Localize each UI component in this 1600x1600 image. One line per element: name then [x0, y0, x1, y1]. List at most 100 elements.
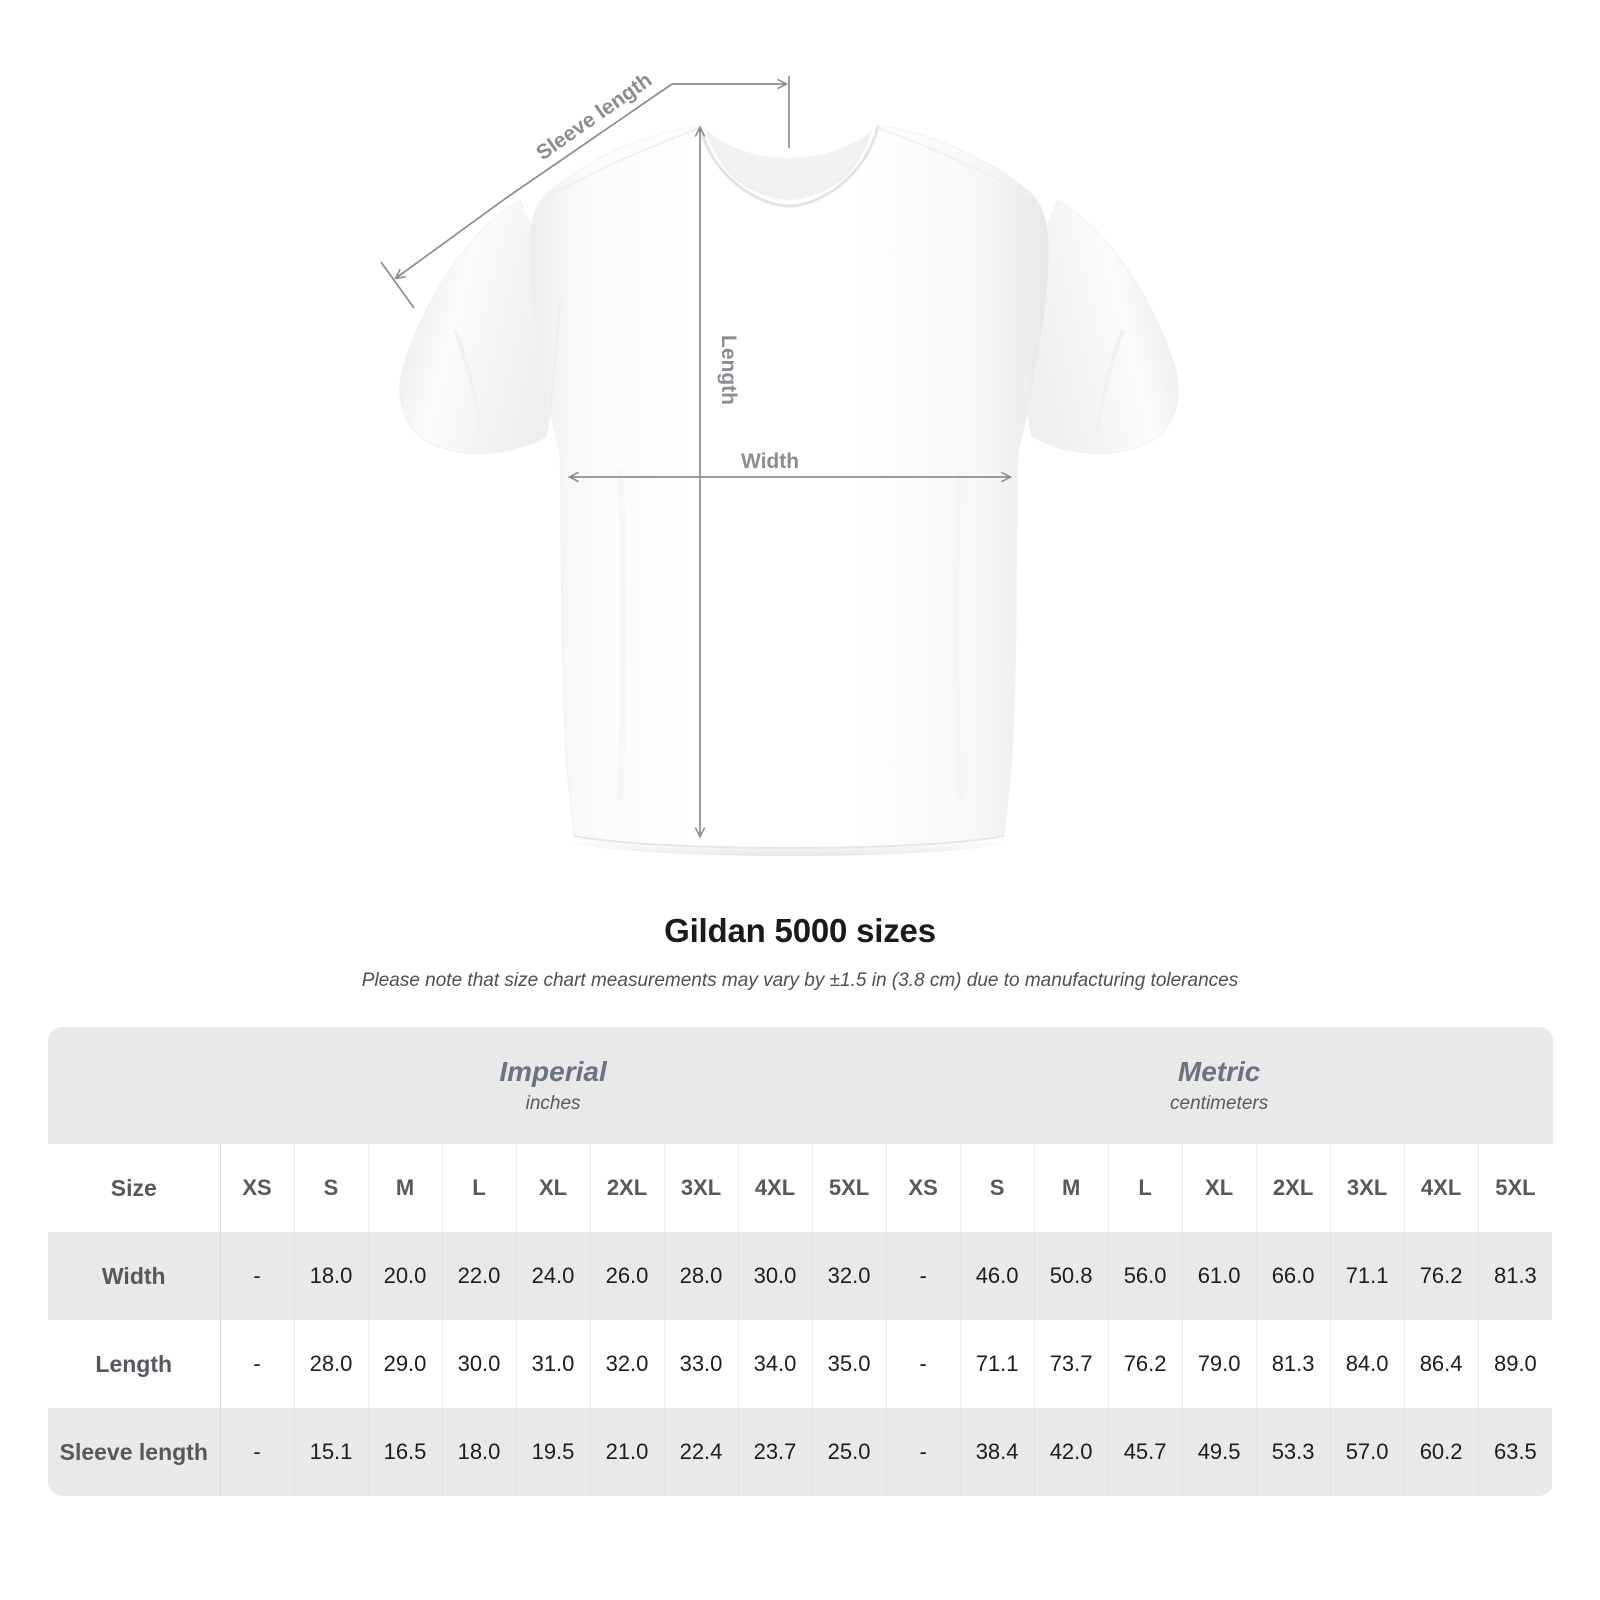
column-header-metric-4xl: 4XL: [1404, 1144, 1479, 1232]
tshirt-silhouette: [399, 125, 1179, 856]
unit-header-spacer: [48, 1027, 221, 1144]
cell-sleeve-metric-s: 38.4: [960, 1408, 1035, 1496]
cell-length-imperial-m: 29.0: [368, 1320, 443, 1408]
size-chart-table-wrapper: Imperial inches Metric centimeters Size …: [48, 1027, 1553, 1496]
cell-width-imperial-l: 22.0: [442, 1232, 517, 1320]
cell-length-imperial-2xl: 32.0: [590, 1320, 665, 1408]
unit-header-imperial: Imperial inches: [220, 1027, 887, 1144]
cell-width-imperial-4xl: 30.0: [738, 1232, 813, 1320]
column-header-imperial-4xl: 4XL: [738, 1144, 813, 1232]
size-header-row: Size XS S M L XL 2XL 3XL 4XL 5XL XS S M …: [48, 1144, 1553, 1232]
cell-sleeve-metric-xl: 49.5: [1182, 1408, 1257, 1496]
row-label-length: Length: [48, 1320, 221, 1408]
column-header-imperial-l: L: [442, 1144, 517, 1232]
cell-width-metric-5xl: 81.3: [1478, 1232, 1553, 1320]
cell-length-metric-l: 76.2: [1108, 1320, 1183, 1408]
cell-length-metric-xs: -: [886, 1320, 961, 1408]
sleeve-diagonal-upper: [508, 83, 673, 197]
column-header-imperial-2xl: 2XL: [590, 1144, 665, 1232]
column-header-metric-xl: XL: [1182, 1144, 1257, 1232]
column-header-metric-5xl: 5XL: [1478, 1144, 1553, 1232]
cell-width-metric-2xl: 66.0: [1256, 1232, 1331, 1320]
cell-length-metric-4xl: 86.4: [1404, 1320, 1479, 1408]
table-row: Sleeve length - 15.1 16.5 18.0 19.5 21.0…: [48, 1408, 1553, 1496]
length-label: Length: [717, 335, 740, 405]
column-header-imperial-s: S: [294, 1144, 369, 1232]
cell-length-metric-3xl: 84.0: [1330, 1320, 1405, 1408]
width-label: Width: [741, 450, 799, 473]
row-label-sleeve-length: Sleeve length: [48, 1408, 221, 1496]
cell-length-imperial-3xl: 33.0: [664, 1320, 739, 1408]
cell-width-imperial-xl: 24.0: [516, 1232, 591, 1320]
cell-length-imperial-xs: -: [220, 1320, 295, 1408]
unit-sub-metric: centimeters: [1170, 1093, 1269, 1115]
column-header-metric-2xl: 2XL: [1256, 1144, 1331, 1232]
unit-name-imperial: Imperial: [499, 1055, 607, 1087]
cell-sleeve-imperial-3xl: 22.4: [664, 1408, 739, 1496]
tolerance-note: Please note that size chart measurements…: [361, 970, 1239, 991]
column-header-imperial-5xl: 5XL: [812, 1144, 887, 1232]
cell-width-metric-xl: 61.0: [1182, 1232, 1257, 1320]
cell-sleeve-imperial-5xl: 25.0: [812, 1408, 887, 1496]
cell-width-metric-4xl: 76.2: [1404, 1232, 1479, 1320]
cell-sleeve-imperial-2xl: 21.0: [590, 1408, 665, 1496]
cell-length-imperial-5xl: 35.0: [812, 1320, 887, 1408]
column-header-imperial-3xl: 3XL: [664, 1144, 739, 1232]
cell-length-metric-2xl: 81.3: [1256, 1320, 1331, 1408]
row-label-width: Width: [48, 1232, 221, 1320]
cell-width-imperial-2xl: 26.0: [590, 1232, 665, 1320]
cell-width-imperial-5xl: 32.0: [812, 1232, 887, 1320]
cell-sleeve-metric-4xl: 60.2: [1404, 1408, 1479, 1496]
tshirt-diagram: Sleeve length Length Width: [380, 68, 1179, 856]
sleeve-end-tick: [380, 261, 415, 309]
cell-sleeve-imperial-m: 16.5: [368, 1408, 443, 1496]
column-header-size: Size: [48, 1144, 221, 1232]
cell-width-metric-3xl: 71.1: [1330, 1232, 1405, 1320]
column-header-metric-l: L: [1108, 1144, 1183, 1232]
column-header-metric-xs: XS: [886, 1144, 961, 1232]
cell-width-imperial-3xl: 28.0: [664, 1232, 739, 1320]
cell-width-metric-m: 50.8: [1034, 1232, 1109, 1320]
unit-header-metric: Metric centimeters: [886, 1027, 1553, 1144]
unit-header-row: Imperial inches Metric centimeters: [48, 1027, 1553, 1144]
page-title: Gildan 5000 sizes: [664, 912, 936, 949]
cell-sleeve-imperial-l: 18.0: [442, 1408, 517, 1496]
cell-length-imperial-l: 30.0: [442, 1320, 517, 1408]
cell-length-imperial-xl: 31.0: [516, 1320, 591, 1408]
cell-width-imperial-m: 20.0: [368, 1232, 443, 1320]
cell-sleeve-imperial-4xl: 23.7: [738, 1408, 813, 1496]
unit-sub-imperial: inches: [525, 1093, 581, 1115]
cell-length-metric-5xl: 89.0: [1478, 1320, 1553, 1408]
cell-length-metric-m: 73.7: [1034, 1320, 1109, 1408]
column-header-imperial-xs: XS: [220, 1144, 295, 1232]
cell-width-metric-l: 56.0: [1108, 1232, 1183, 1320]
column-header-imperial-xl: XL: [516, 1144, 591, 1232]
cell-sleeve-imperial-xl: 19.5: [516, 1408, 591, 1496]
cell-width-metric-s: 46.0: [960, 1232, 1035, 1320]
cell-sleeve-metric-5xl: 63.5: [1478, 1408, 1553, 1496]
table-row: Length - 28.0 29.0 30.0 31.0 32.0 33.0 3…: [48, 1320, 1553, 1408]
column-header-metric-m: M: [1034, 1144, 1109, 1232]
column-header-imperial-m: M: [368, 1144, 443, 1232]
column-header-metric-s: S: [960, 1144, 1035, 1232]
cell-sleeve-imperial-s: 15.1: [294, 1408, 369, 1496]
cell-length-imperial-4xl: 34.0: [738, 1320, 813, 1408]
cell-sleeve-imperial-xs: -: [220, 1408, 295, 1496]
cell-sleeve-metric-m: 42.0: [1034, 1408, 1109, 1496]
cell-sleeve-metric-l: 45.7: [1108, 1408, 1183, 1496]
size-chart-table: Imperial inches Metric centimeters Size …: [48, 1027, 1553, 1496]
heading-block: Gildan 5000 sizes Please note that size …: [0, 912, 1600, 992]
cell-width-imperial-s: 18.0: [294, 1232, 369, 1320]
cell-sleeve-metric-3xl: 57.0: [1330, 1408, 1405, 1496]
cell-width-imperial-xs: -: [220, 1232, 295, 1320]
cell-width-metric-xs: -: [886, 1232, 961, 1320]
annotation-sleeve-length: [380, 76, 790, 309]
sleeve-diagonal-lower: [396, 195, 510, 278]
unit-name-metric: Metric: [1177, 1055, 1261, 1087]
cell-length-imperial-s: 28.0: [294, 1320, 369, 1408]
column-header-metric-3xl: 3XL: [1330, 1144, 1405, 1232]
cell-length-metric-s: 71.1: [960, 1320, 1035, 1408]
cell-sleeve-metric-xs: -: [886, 1408, 961, 1496]
cell-length-metric-xl: 79.0: [1182, 1320, 1257, 1408]
cell-sleeve-metric-2xl: 53.3: [1256, 1408, 1331, 1496]
